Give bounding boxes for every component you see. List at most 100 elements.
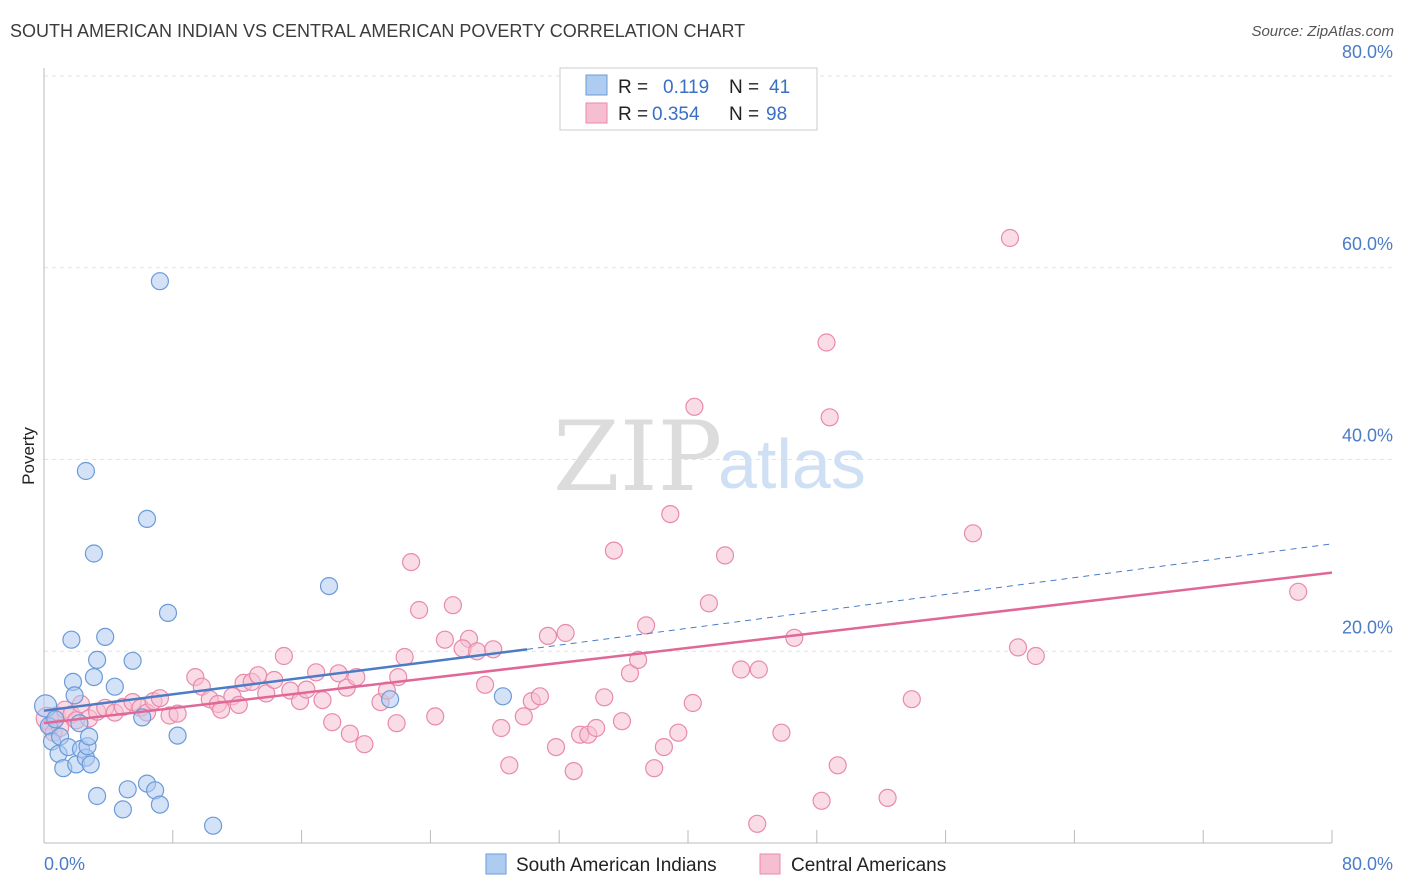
data-point xyxy=(661,504,680,524)
watermark-zip: ZIP xyxy=(553,401,722,513)
data-point xyxy=(564,761,583,781)
data-point xyxy=(274,646,293,666)
data-point xyxy=(297,680,316,699)
series-central-americans xyxy=(35,228,1308,833)
legend-r-value-blue: 0.119 xyxy=(663,77,709,98)
data-point xyxy=(113,800,133,819)
data-point xyxy=(546,737,566,757)
data-point xyxy=(381,690,400,709)
data-point xyxy=(476,675,495,694)
data-point xyxy=(556,623,575,643)
y-axis-tick-labels: 20.0% 40.0% 60.0% 80.0% xyxy=(1342,42,1393,637)
data-point xyxy=(749,660,768,679)
data-point xyxy=(410,600,429,620)
data-point xyxy=(587,718,606,738)
data-point xyxy=(249,666,268,685)
chart-title: SOUTH AMERICAN INDIAN VS CENTRAL AMERICA… xyxy=(10,21,746,41)
data-point xyxy=(123,651,142,670)
data-point xyxy=(820,408,839,427)
data-point xyxy=(772,723,791,742)
watermark: ZIP atlas xyxy=(553,401,866,513)
trend-lines xyxy=(43,543,1333,725)
data-point xyxy=(1000,228,1020,248)
data-point xyxy=(313,690,332,710)
legend-r-label-blue: R = xyxy=(618,77,648,98)
y-tick-label: 20.0% xyxy=(1342,617,1393,637)
data-point xyxy=(645,759,664,778)
y-tick-label: 80.0% xyxy=(1342,42,1393,62)
data-point xyxy=(81,755,100,774)
data-point xyxy=(669,723,688,742)
data-point xyxy=(636,616,656,635)
x-axis-ticks xyxy=(172,830,1333,843)
data-point xyxy=(84,667,104,687)
data-point xyxy=(604,541,624,560)
data-point xyxy=(323,713,342,732)
data-point xyxy=(1289,582,1308,601)
data-point xyxy=(426,707,445,726)
data-point xyxy=(628,650,648,670)
y-tick-label: 60.0% xyxy=(1342,234,1393,254)
data-point xyxy=(79,727,99,746)
data-point xyxy=(1008,638,1028,657)
data-point xyxy=(158,603,178,623)
legend-r-label-pink: R = xyxy=(618,104,648,125)
bottom-legend-label-blue: South American Indians xyxy=(516,855,717,876)
data-point xyxy=(828,756,847,775)
series-south-american-indians xyxy=(33,272,512,835)
bottom-legend-swatch-blue xyxy=(485,853,507,875)
data-point xyxy=(118,780,137,799)
data-point xyxy=(307,663,326,682)
data-point xyxy=(387,714,406,733)
x-tick-label-max: 80.0% xyxy=(1342,854,1393,874)
data-point xyxy=(150,272,169,291)
data-point xyxy=(84,544,104,563)
data-point xyxy=(654,737,674,757)
data-point xyxy=(87,650,107,670)
legend-n-value-blue: 41 xyxy=(769,77,790,98)
trend-line-blue-extension xyxy=(526,543,1333,650)
data-point xyxy=(492,718,511,738)
legend-swatch-pink xyxy=(585,102,608,124)
data-point xyxy=(812,791,831,810)
data-point xyxy=(340,724,359,743)
data-point xyxy=(685,397,704,416)
data-point xyxy=(1026,646,1045,666)
legend-n-value-pink: 98 xyxy=(766,104,787,125)
data-point xyxy=(500,756,519,775)
data-point xyxy=(168,704,187,723)
legend-swatch-blue xyxy=(585,74,608,96)
legend: R = 0.119 N = 41 R = 0.354 N = 98 xyxy=(559,67,818,131)
data-point xyxy=(817,333,836,352)
data-point xyxy=(137,509,157,529)
data-point xyxy=(204,816,223,835)
data-point xyxy=(150,795,169,814)
bottom-legend-swatch-pink xyxy=(759,853,781,875)
data-point xyxy=(530,687,550,706)
watermark-atlas: atlas xyxy=(718,425,866,503)
trend-line-blue xyxy=(43,648,528,712)
data-point xyxy=(87,786,107,806)
data-point xyxy=(699,594,719,613)
y-tick-label: 40.0% xyxy=(1342,426,1393,446)
legend-n-label-pink: N = xyxy=(729,104,759,125)
data-point xyxy=(150,689,169,708)
data-point xyxy=(355,735,374,754)
data-point xyxy=(683,693,702,713)
data-point xyxy=(595,688,614,707)
bottom-legend-label-pink: Central Americans xyxy=(791,855,946,876)
data-point xyxy=(612,712,632,731)
source-credit: Source: ZipAtlas.com xyxy=(1251,23,1394,40)
data-point xyxy=(96,627,115,647)
data-point xyxy=(748,814,767,833)
bottom-legend: South American Indians Central Americans xyxy=(485,853,946,876)
data-point xyxy=(46,710,65,729)
legend-r-value-pink: 0.354 xyxy=(652,104,700,125)
data-point xyxy=(620,664,640,683)
data-point xyxy=(493,687,512,706)
data-point xyxy=(443,596,462,615)
trend-line-pink xyxy=(43,571,1333,725)
data-point xyxy=(62,630,81,649)
data-point xyxy=(402,552,421,572)
